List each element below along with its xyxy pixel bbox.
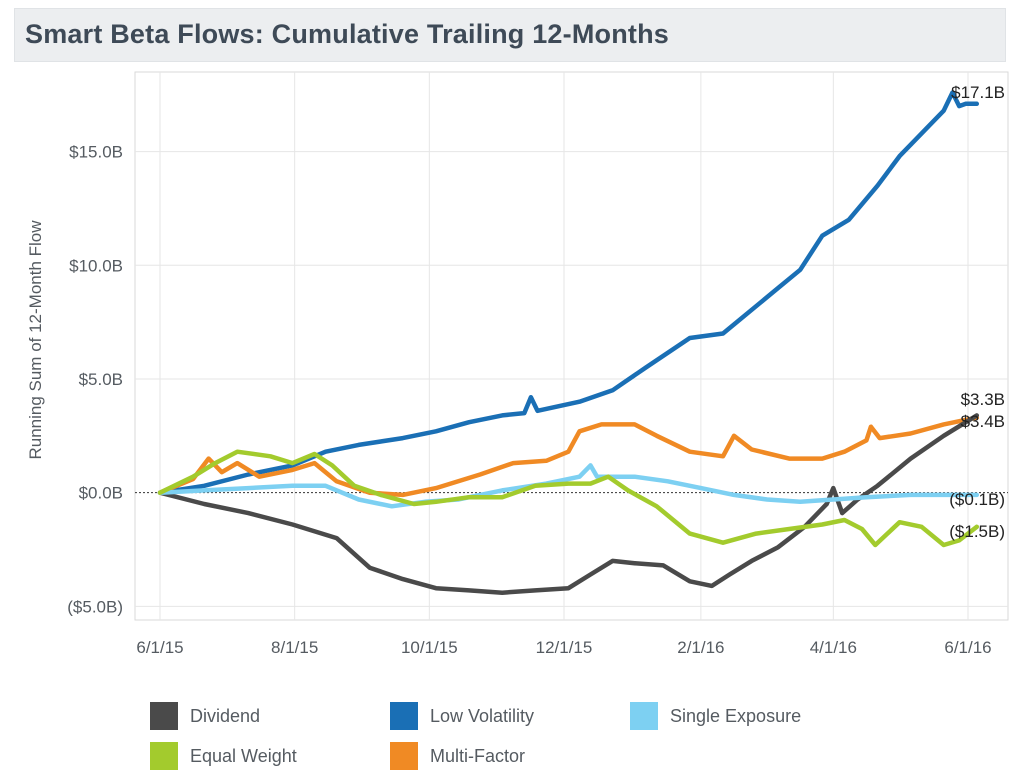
series-line-multi-factor xyxy=(157,415,980,498)
legend-label-single-exposure: Single Exposure xyxy=(670,705,802,726)
legend-swatch-dividend xyxy=(150,702,178,730)
y-axis-title: Running Sum of 12-Month Flow xyxy=(26,220,45,460)
series-line-equal-weight xyxy=(157,449,980,548)
x-tick-label: 8/1/15 xyxy=(271,638,318,657)
plot-area xyxy=(134,71,1009,621)
end-label-dividend: $3.4B xyxy=(961,412,1005,431)
legend-swatch-equal-weight xyxy=(150,742,178,770)
y-tick-label: $0.0B xyxy=(79,484,123,503)
end-label-low-volatility: $17.1B xyxy=(951,83,1005,102)
series-line-low-volatility xyxy=(157,90,980,495)
legend-swatch-multi-factor xyxy=(390,742,418,770)
legend-swatch-single-exposure xyxy=(630,702,658,730)
x-tick-label: 6/1/15 xyxy=(136,638,183,657)
legend-item-multi-factor[interactable]: Multi-Factor xyxy=(390,742,525,770)
legend-label-multi-factor: Multi-Factor xyxy=(430,745,526,766)
end-label-single-exposure: ($0.1B) xyxy=(949,490,1005,509)
x-tick-label: 10/1/15 xyxy=(401,638,458,657)
x-tick-label: 2/1/16 xyxy=(677,638,724,657)
x-tick-label: 4/1/16 xyxy=(810,638,857,657)
x-tick-label: 6/1/16 xyxy=(944,638,991,657)
y-tick-label: $5.0B xyxy=(79,370,123,389)
chart-title-bar: Smart Beta Flows: Cumulative Trailing 12… xyxy=(14,8,1006,62)
legend-item-equal-weight[interactable]: Equal Weight xyxy=(150,742,297,770)
legend-label-low-volatility: Low Volatility xyxy=(430,705,535,726)
end-label-equal-weight: ($1.5B) xyxy=(949,522,1005,541)
legend-item-dividend[interactable]: Dividend xyxy=(150,702,260,730)
legend-item-low-volatility[interactable]: Low Volatility xyxy=(390,702,534,730)
legend-label-dividend: Dividend xyxy=(190,705,261,726)
y-tick-label: ($5.0B) xyxy=(67,597,123,616)
series-line-single-exposure xyxy=(157,463,980,509)
legend-label-equal-weight: Equal Weight xyxy=(190,745,297,766)
chart-title: Smart Beta Flows: Cumulative Trailing 12… xyxy=(25,19,670,49)
legend-swatch-low-volatility xyxy=(390,702,418,730)
y-tick-label: $10.0B xyxy=(69,256,123,275)
end-label-multi-factor: $3.3B xyxy=(961,390,1005,409)
x-tick-label: 12/1/15 xyxy=(536,638,593,657)
legend-item-single-exposure[interactable]: Single Exposure xyxy=(630,702,801,730)
y-tick-label: $15.0B xyxy=(69,143,123,162)
series-line-dividend xyxy=(157,413,980,595)
